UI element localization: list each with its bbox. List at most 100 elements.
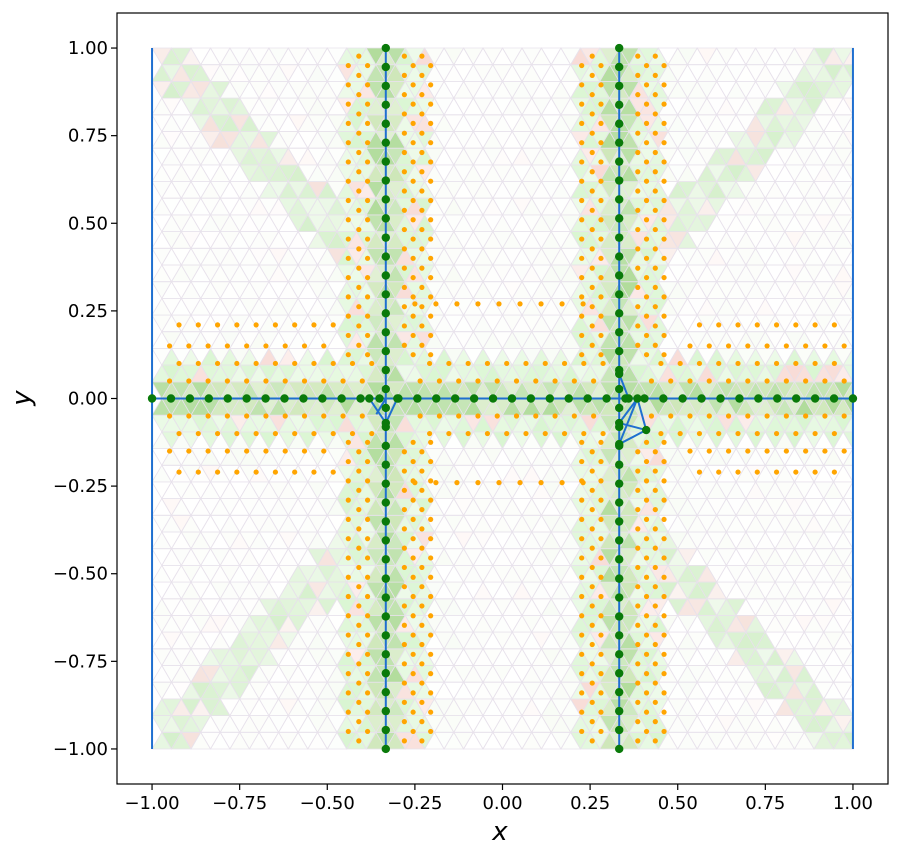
refined-point <box>475 378 481 384</box>
refined-point <box>652 207 658 213</box>
refined-point <box>224 448 230 454</box>
refined-point <box>186 378 192 384</box>
refined-point <box>589 169 595 175</box>
refined-point <box>696 322 703 328</box>
refined-point <box>428 593 434 600</box>
refined-point <box>410 352 416 358</box>
refined-point <box>677 360 683 367</box>
refined-point <box>812 430 818 437</box>
interface-node <box>526 394 536 403</box>
refined-point <box>635 526 641 532</box>
interface-node <box>381 479 390 488</box>
refined-point <box>643 159 650 165</box>
refined-point <box>345 120 351 126</box>
refined-point <box>253 430 259 437</box>
refined-point <box>643 120 650 126</box>
interface-node <box>318 394 327 403</box>
refined-point <box>176 322 182 328</box>
refined-point <box>345 651 351 657</box>
refined-point <box>635 661 641 667</box>
refined-point <box>598 651 604 657</box>
refined-point <box>419 699 425 705</box>
x-tick-label: −0.75 <box>212 793 267 814</box>
refined-point <box>356 323 362 329</box>
y-tick-label: 1.00 <box>68 38 108 59</box>
refined-point <box>589 661 595 667</box>
refined-point <box>635 545 641 551</box>
refined-point <box>635 188 641 194</box>
refined-point <box>364 197 371 204</box>
refined-point <box>340 378 346 384</box>
refined-point <box>356 622 362 628</box>
interface-node <box>381 536 390 545</box>
refined-point <box>635 265 641 271</box>
refined-point <box>598 497 604 503</box>
refined-point <box>356 149 362 156</box>
refined-point <box>364 690 371 696</box>
refined-point <box>652 584 658 590</box>
refined-point <box>661 294 667 300</box>
interface-node <box>381 81 390 91</box>
interface-node <box>615 252 624 261</box>
refined-point <box>369 430 375 437</box>
refined-point <box>643 439 650 445</box>
refined-point <box>401 449 407 455</box>
refined-point <box>234 469 240 475</box>
refined-point <box>579 671 585 677</box>
refined-point <box>214 360 221 367</box>
refined-point <box>428 313 434 319</box>
interface-node <box>615 176 624 185</box>
refined-point <box>428 709 434 715</box>
interface-node <box>773 394 782 403</box>
refined-point <box>364 178 371 184</box>
refined-point <box>661 497 667 503</box>
refined-point <box>635 169 641 175</box>
refined-point <box>356 661 362 667</box>
refined-point <box>401 72 407 78</box>
refined-point <box>484 430 491 437</box>
refined-point <box>176 360 182 367</box>
refined-point <box>598 294 604 300</box>
refined-point <box>687 413 693 419</box>
refined-point <box>205 413 211 419</box>
refined-point <box>579 352 585 358</box>
interface-node <box>337 394 346 403</box>
refined-point <box>687 378 693 384</box>
refined-point <box>661 120 667 126</box>
refined-point <box>598 516 604 523</box>
refined-point <box>321 413 327 419</box>
interface-node <box>381 252 390 261</box>
refined-point <box>598 236 604 242</box>
refined-point <box>412 301 418 307</box>
refined-point <box>661 274 667 281</box>
interface-node <box>615 81 624 91</box>
refined-point <box>345 516 351 523</box>
refined-point <box>345 709 351 715</box>
refined-point <box>401 207 407 213</box>
refined-point <box>652 92 658 98</box>
interface-node <box>381 593 390 602</box>
refined-point <box>345 197 351 204</box>
refined-point <box>735 469 741 475</box>
x-tick-label: −0.50 <box>300 793 355 814</box>
refined-point <box>643 478 650 484</box>
refined-point <box>428 332 434 339</box>
interface-node <box>381 157 390 166</box>
x-tick-label: 0.50 <box>658 793 698 814</box>
interface-node <box>381 309 390 318</box>
refined-point <box>579 574 585 580</box>
refined-point <box>419 207 425 213</box>
refined-point <box>716 360 722 367</box>
refined-point <box>735 360 741 367</box>
refined-point <box>635 738 641 744</box>
refined-point <box>635 304 641 310</box>
refined-point <box>401 53 407 59</box>
refined-point <box>186 413 192 419</box>
refined-point <box>579 497 585 503</box>
refined-point <box>652 72 658 78</box>
refined-point <box>428 217 434 223</box>
interface-node <box>810 394 820 403</box>
interface-node <box>615 328 624 337</box>
refined-point <box>579 728 585 735</box>
refined-point <box>356 468 362 474</box>
